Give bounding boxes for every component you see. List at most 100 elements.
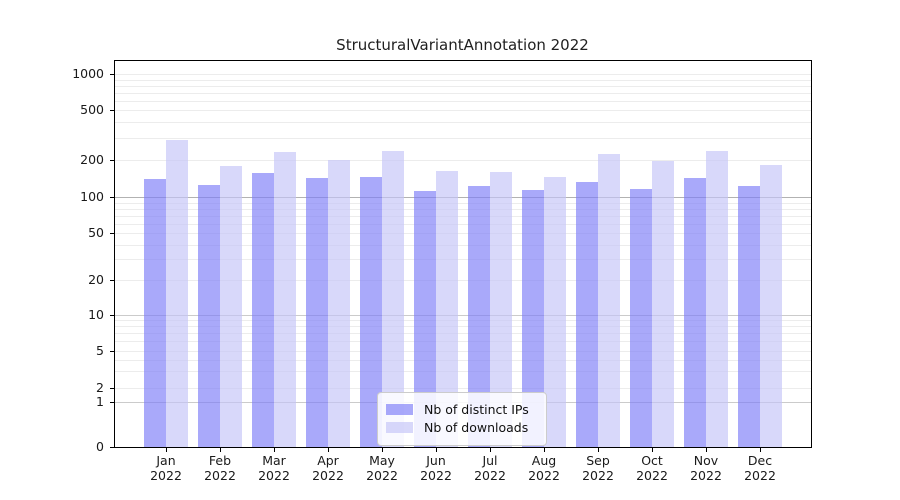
gridline [114,85,811,87]
x-tick-year: 2022 [744,468,776,483]
gridline [114,109,811,111]
x-tick-mark [165,448,167,452]
x-tick-mark [705,448,707,452]
x-tick-mark [759,448,761,452]
x-tick-month: Nov [693,453,719,468]
x-tick-mark [435,448,437,452]
gridline [114,208,811,210]
bar-distinct-ips [630,188,652,447]
legend-label: Nb of downloads [424,420,529,435]
x-tick-mark [219,448,221,452]
x-tick-year: 2022 [366,468,398,483]
x-tick-mark [381,448,383,452]
legend: Nb of distinct IPs Nb of downloads [377,392,547,446]
gridline [114,325,811,327]
x-tick-label: Aug 2022 [516,453,572,483]
gridline [114,92,811,94]
legend-item: Nb of downloads [386,420,538,435]
x-tick-label: Jul 2022 [462,453,518,483]
x-tick-month: Jan [156,453,176,468]
legend-item: Nb of distinct IPs [386,402,538,417]
y-tick-mark [110,109,114,111]
bar-distinct-ips [198,185,220,447]
y-tick-label: 0 [96,439,104,454]
right-spine [811,60,812,448]
gridline [114,202,811,204]
gridline [114,137,811,139]
y-tick-label: 100 [80,189,104,204]
gridline [114,196,811,198]
gridline [114,121,811,123]
gridline [114,279,811,281]
x-tick-label: Jun 2022 [408,453,464,483]
gridline [114,223,811,225]
x-tick-year: 2022 [420,468,452,483]
gridline [114,319,811,321]
y-tick-mark [110,196,114,198]
gridline [114,159,811,161]
y-tick-mark [110,279,114,281]
bar-distinct-ips [414,190,436,447]
x-tick-label: Apr 2022 [300,453,356,483]
x-tick-year: 2022 [258,468,290,483]
bar-distinct-ips [144,178,166,447]
x-tick-label: Nov 2022 [678,453,734,483]
x-tick-month: Feb [208,453,232,468]
bar-downloads [436,171,458,447]
bar-distinct-ips [576,181,598,447]
x-tick-label: Jan 2022 [138,453,194,483]
gridline [114,387,811,389]
x-tick-label: Sep 2022 [570,453,626,483]
bar-downloads [598,154,620,447]
gridline [114,258,811,260]
x-tick-month: Aug [531,453,557,468]
gridline [114,314,811,316]
x-tick-month: Dec [747,453,773,468]
chart-title: StructuralVariantAnnotation 2022 [336,36,589,54]
x-tick-month: Apr [317,453,339,468]
y-tick-label: 500 [80,102,104,117]
y-tick-mark [110,401,114,403]
y-tick-label: 200 [80,152,104,167]
y-tick-label: 1000 [72,66,104,81]
x-tick-label: May 2022 [354,453,410,483]
x-tick-year: 2022 [474,468,506,483]
top-spine [114,60,811,61]
x-tick-month: May [369,453,395,468]
x-tick-year: 2022 [528,468,560,483]
x-tick-mark [489,448,491,452]
y-tick-label: 50 [88,225,104,240]
gridline [114,215,811,217]
bottom-spine [114,447,812,448]
bar-downloads [382,150,404,447]
x-tick-label: Oct 2022 [624,453,680,483]
bar-distinct-ips [360,176,382,447]
gridline [114,340,811,342]
left-spine [114,60,115,447]
y-tick-label: 5 [96,343,104,358]
y-tick-mark [110,387,114,389]
y-tick-mark [110,159,114,161]
bar-distinct-ips [684,177,706,447]
x-tick-label: Feb 2022 [192,453,248,483]
x-tick-mark [597,448,599,452]
bar-downloads [760,164,782,447]
x-tick-mark [651,448,653,452]
gridline [114,359,811,361]
gridline [114,73,811,75]
bar-downloads [274,152,296,447]
x-tick-month: Jun [426,453,446,468]
x-tick-year: 2022 [582,468,614,483]
bar-downloads [490,171,512,447]
bar-downloads [220,165,242,447]
x-tick-year: 2022 [636,468,668,483]
gridline [114,244,811,246]
bar-downloads [328,160,350,447]
y-tick-label: 2 [96,380,104,395]
gridline [114,100,811,102]
bar-distinct-ips [306,177,328,447]
x-tick-mark [327,448,329,452]
y-tick-mark [110,232,114,234]
gridline [114,79,811,81]
bar-downloads [544,176,566,447]
